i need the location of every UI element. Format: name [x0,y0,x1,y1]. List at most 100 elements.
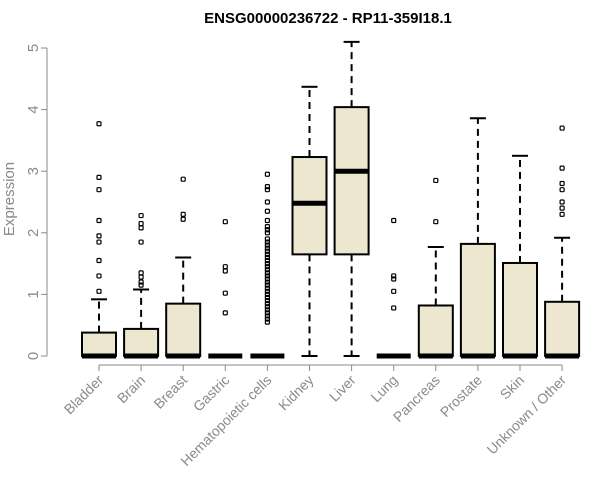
outlier-point [138,239,144,245]
outlier-point [264,307,270,313]
y-axis: 0 1 2 3 4 5 [25,44,48,360]
outlier-point [559,180,565,187]
outlier-point [264,245,270,251]
outlier-point [138,220,144,227]
x-tick-label: Liver [326,372,359,405]
box-group [544,125,581,359]
outlier-point [264,313,270,319]
outlier-point [264,294,270,301]
outlier-point [559,205,565,211]
box-body [544,300,581,357]
outlier-point [138,212,144,219]
outlier-point [264,187,270,193]
outlier-point [264,227,270,233]
box-group [291,85,328,357]
outlier-point [264,261,270,267]
outlier-point [96,187,102,193]
box-group [123,212,160,359]
outlier-point [222,310,228,316]
outlier-point [559,165,565,171]
x-tick-label: Unknown / Other [484,372,570,458]
outlier-point [96,288,102,294]
outlier-point [138,225,144,231]
outlier-point [391,276,397,282]
outlier-point [264,310,270,316]
outlier-point [96,233,102,239]
x-tick-label: Lung [367,372,400,405]
box-group [165,176,202,359]
outlier-point [138,279,144,285]
outlier-point [264,276,270,282]
y-tick-label: 0 [25,352,42,360]
y-tick-label: 4 [25,105,42,113]
x-tick-label: Bladder [61,372,107,418]
outlier-point [264,273,270,279]
outlier-point [264,208,270,214]
x-tick-label: Prostate [437,372,485,420]
outlier-point [264,184,270,190]
outlier-point [264,236,270,242]
boxes [81,40,581,359]
outlier-point [96,217,102,224]
outlier-point [433,177,439,184]
outlier-point [264,254,270,261]
outlier-point [222,290,228,296]
outlier-point [391,305,397,311]
outlier-point [180,176,186,182]
box-group [376,217,411,359]
outlier-point [559,199,565,205]
outlier-point [264,291,270,297]
outlier-point [264,199,270,205]
x-tick-label: Pancreas [390,372,443,425]
outlier-point [96,174,102,180]
outlier-point [222,219,228,225]
outlier-point [264,288,270,294]
outlier-point [264,285,270,291]
box-group [81,121,117,359]
outlier-point [222,264,228,270]
outlier-point [96,121,102,127]
outlier-point [138,274,144,280]
box-group [250,171,285,359]
box-body [417,304,454,358]
outlier-point [264,248,270,254]
box-group [459,117,496,359]
outlier-point [264,242,270,248]
outlier-point [180,216,186,222]
outlier-point [264,171,270,177]
outlier-point [559,187,565,193]
chart-title: ENSG00000236722 - RP11-359I18.1 [204,10,452,27]
outlier-point [559,125,565,131]
outlier-point [264,304,270,310]
box-group [417,177,454,359]
outlier-point [264,264,270,270]
outlier-point [264,217,270,224]
box-body [123,327,160,357]
outlier-point [138,270,144,276]
outlier-point [264,251,270,257]
box-body [459,242,496,357]
outlier-point [391,217,397,224]
outlier-point [391,288,397,294]
y-axis-label: Expression [1,162,18,236]
outlier-point [264,257,270,264]
outlier-point [264,267,270,273]
box-body [165,302,202,358]
outlier-point [222,268,228,274]
x-tick-label: Skin [497,372,528,403]
x-tick-label: Brain [114,372,148,406]
outlier-point [264,239,270,245]
outlier-point [264,282,270,288]
box-group [208,219,243,359]
outlier-point [391,273,397,279]
outlier-point [559,211,565,217]
outlier-point [96,239,102,245]
box-body [81,331,117,358]
outlier-point [264,301,270,307]
y-tick-label: 5 [25,44,42,52]
box-group [333,40,370,357]
y-tick-label: 2 [25,229,42,237]
y-tick-label: 3 [25,167,42,175]
